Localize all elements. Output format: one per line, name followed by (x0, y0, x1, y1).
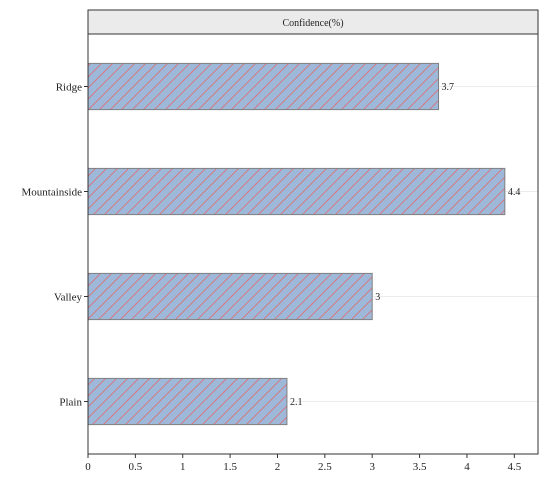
grid-lines (88, 86, 538, 402)
x-tick-label: 0 (85, 461, 91, 473)
bar-hatch-plain (87, 377, 288, 426)
value-labels: 3.7 4.4 3 2.1 (290, 82, 520, 408)
x-tick-label: 3.5 (413, 461, 427, 473)
bars (87, 62, 506, 426)
bar-hatch-valley (87, 272, 373, 321)
x-tick-label: 0.5 (128, 461, 142, 473)
x-tick-label: 4 (464, 461, 470, 473)
y-category-label: Plain (59, 397, 82, 409)
x-axis-ticks: 0 0.5 1 1.5 2 2.5 3 3.5 4 4.5 (85, 454, 522, 473)
x-tick-label: 4.5 (507, 461, 521, 473)
y-category-label: Ridge (56, 82, 82, 94)
x-tick-label: 2.5 (318, 461, 332, 473)
bar-hatch-mountainside (87, 167, 506, 216)
value-label: 3 (375, 292, 380, 303)
value-label: 3.7 (442, 82, 455, 93)
bar-hatch-ridge (87, 62, 440, 111)
y-category-label: Mountainside (22, 187, 83, 199)
y-axis-categories: Ridge Mountainside Valley Plain (22, 82, 88, 409)
value-label: 4.4 (508, 187, 521, 198)
x-tick-label: 1 (180, 461, 186, 473)
value-label: 2.1 (290, 397, 303, 408)
facet-strip-label: Confidence(%) (282, 18, 343, 29)
x-tick-label: 2 (275, 461, 281, 473)
x-tick-label: 3 (369, 461, 375, 473)
plot-panel-border (87, 33, 539, 455)
x-tick-label: 1.5 (223, 461, 237, 473)
y-category-label: Valley (54, 292, 83, 304)
facet-strip-background (87, 9, 539, 35)
facet-strip: Confidence(%) (87, 9, 539, 35)
